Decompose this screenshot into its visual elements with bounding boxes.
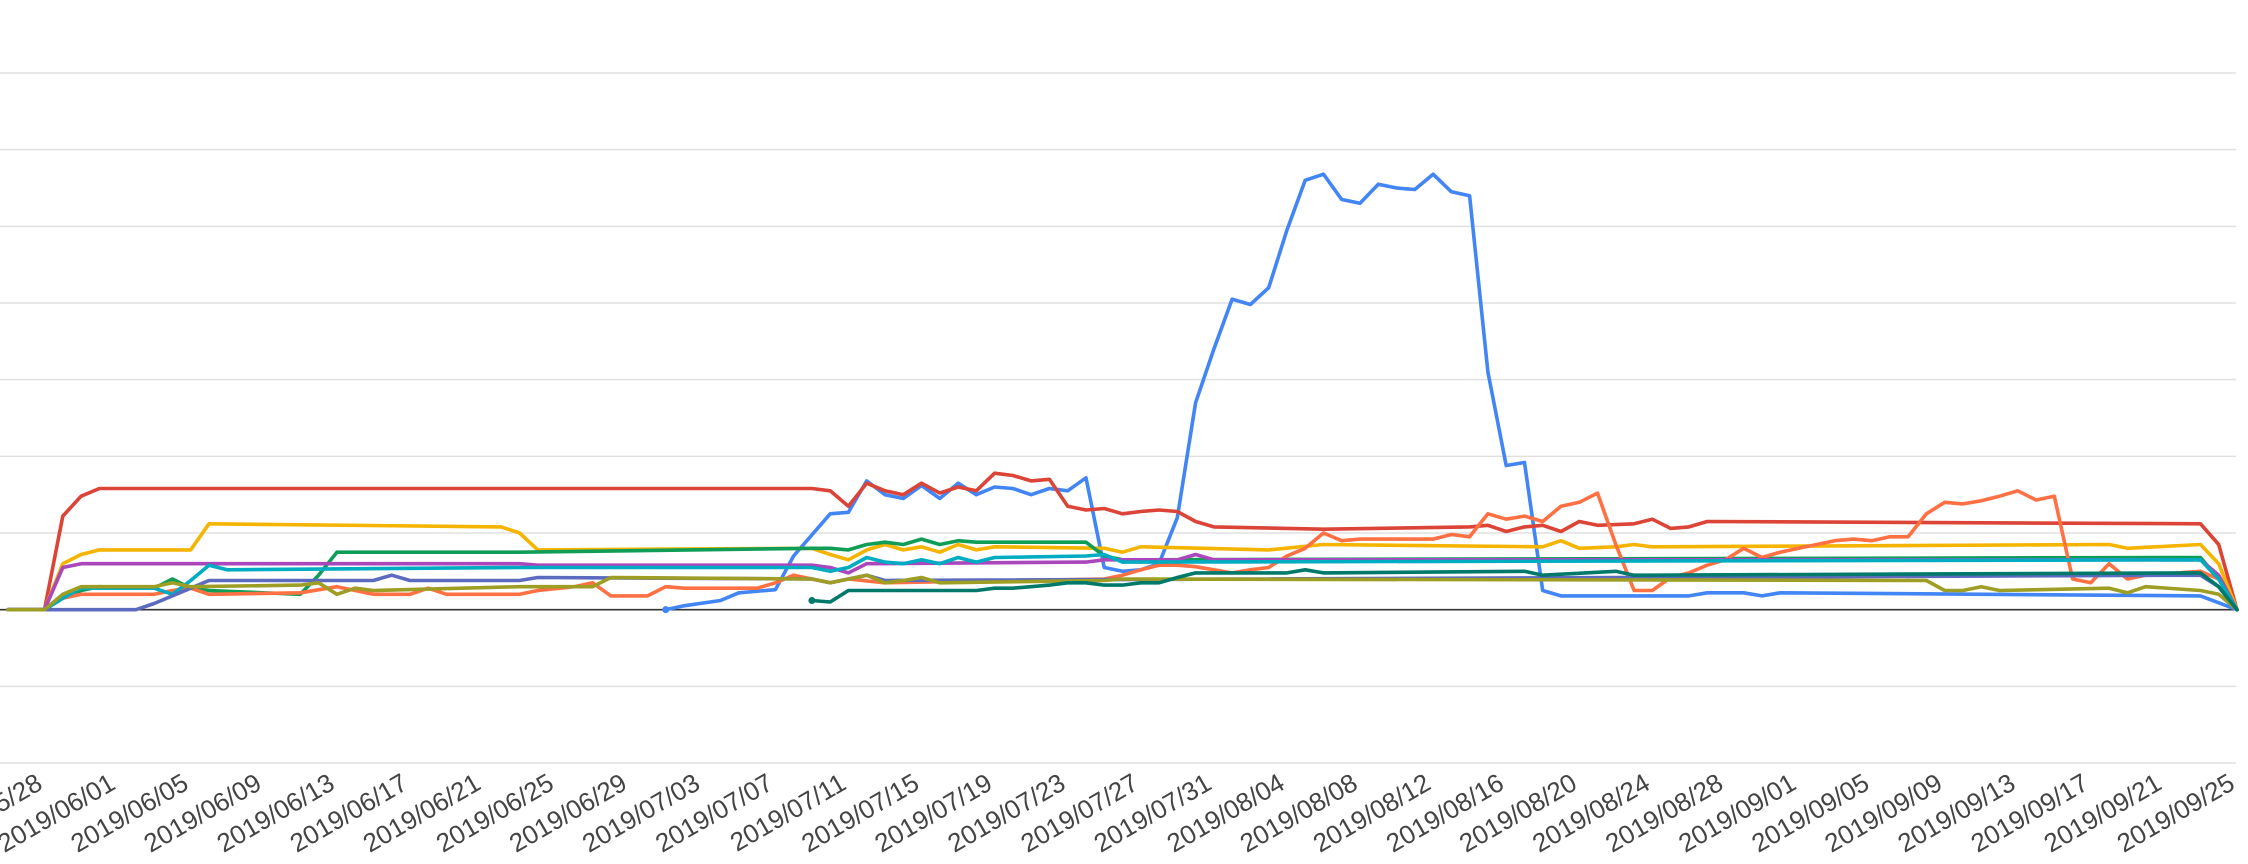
series-line-10 <box>810 568 2239 612</box>
series-start-point <box>808 596 816 604</box>
series-start-point <box>662 606 670 614</box>
series-line-9 <box>6 573 2239 612</box>
series-lines <box>6 172 2239 614</box>
series-line-5 <box>6 489 2239 612</box>
series-line-1 <box>663 172 2239 612</box>
x-axis-tick-labels: 2019/05/282019/06/012019/06/052019/06/09… <box>0 767 2239 858</box>
grid-lines <box>0 72 2236 764</box>
series-line-2 <box>6 471 2239 612</box>
series-line-7 <box>6 552 2239 612</box>
series-line-3 <box>6 522 2239 612</box>
